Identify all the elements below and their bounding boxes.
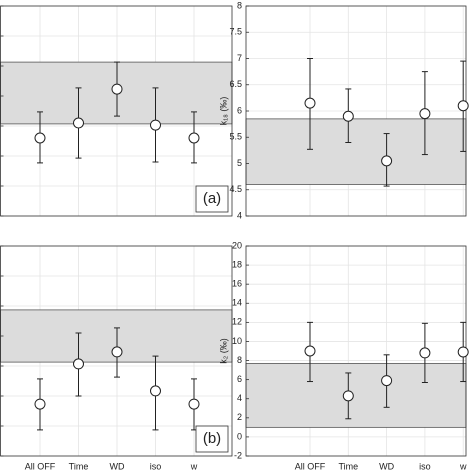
x-tick-label: Time	[69, 461, 89, 471]
y-tick-label: 7.5	[229, 27, 242, 37]
point	[457, 100, 469, 112]
plot-frame	[0, 5, 233, 217]
x-tick-label: Time	[338, 461, 358, 471]
plot-frame	[0, 245, 233, 457]
point	[381, 375, 393, 387]
y-tick-label: 18	[232, 259, 242, 269]
point	[457, 346, 469, 358]
x-tick-label: iso	[150, 461, 162, 471]
point	[34, 132, 46, 144]
y-tick-label: 7	[237, 53, 242, 63]
annotation: (b)	[203, 430, 221, 447]
x-tick-label: iso	[419, 461, 431, 471]
point	[150, 385, 161, 397]
y-tick-label: 8	[237, 355, 242, 365]
point	[73, 117, 84, 129]
y-tick-label: 10	[232, 336, 242, 346]
band	[245, 118, 467, 185]
x-tick-label: w	[190, 461, 198, 471]
y-tick-label: 4	[237, 393, 242, 403]
point	[111, 346, 123, 358]
y-tick-label: 16	[232, 279, 242, 289]
y-tick-label: 20	[232, 240, 242, 250]
x-tick-label: All OFF	[295, 461, 326, 471]
point	[188, 132, 200, 144]
annotation-box	[195, 425, 229, 453]
point	[381, 155, 393, 167]
point	[419, 347, 431, 359]
y-tick-label: 8	[237, 0, 242, 10]
point	[342, 110, 354, 122]
point	[342, 390, 354, 402]
y-tick-label: 12	[232, 317, 242, 327]
annotation-box	[195, 185, 229, 213]
y-tick-label: 5	[237, 158, 242, 168]
annotation: (a)	[203, 190, 221, 207]
band	[245, 363, 467, 428]
x-tick-label: All OFF	[25, 461, 56, 471]
y-tick-label: 2	[237, 412, 242, 422]
y-tick-label: 14	[232, 298, 242, 308]
y-tick-label: 5.5	[229, 132, 242, 142]
x-tick-label: WD	[379, 461, 394, 471]
y-tick-label: 4	[237, 210, 242, 220]
point	[419, 108, 431, 120]
x-tick-label: WD	[110, 461, 125, 471]
y-axis-label: k₁₈ (‰)	[218, 97, 228, 126]
y-tick-label: 6.5	[229, 79, 242, 89]
y-tick-label: -2	[234, 450, 242, 460]
point	[304, 345, 316, 357]
point	[34, 398, 46, 410]
point	[73, 358, 84, 370]
y-tick-label: 4.5	[229, 184, 242, 194]
y-tick-label: 0	[237, 431, 242, 441]
y-tick-label: 6	[237, 105, 242, 115]
x-tick-label: w	[459, 461, 467, 471]
point	[111, 83, 123, 95]
y-axis-label: k₂ (‰)	[218, 338, 228, 364]
point	[304, 97, 316, 109]
point	[188, 398, 200, 410]
point	[150, 119, 161, 131]
y-tick-label: 6	[237, 374, 242, 384]
